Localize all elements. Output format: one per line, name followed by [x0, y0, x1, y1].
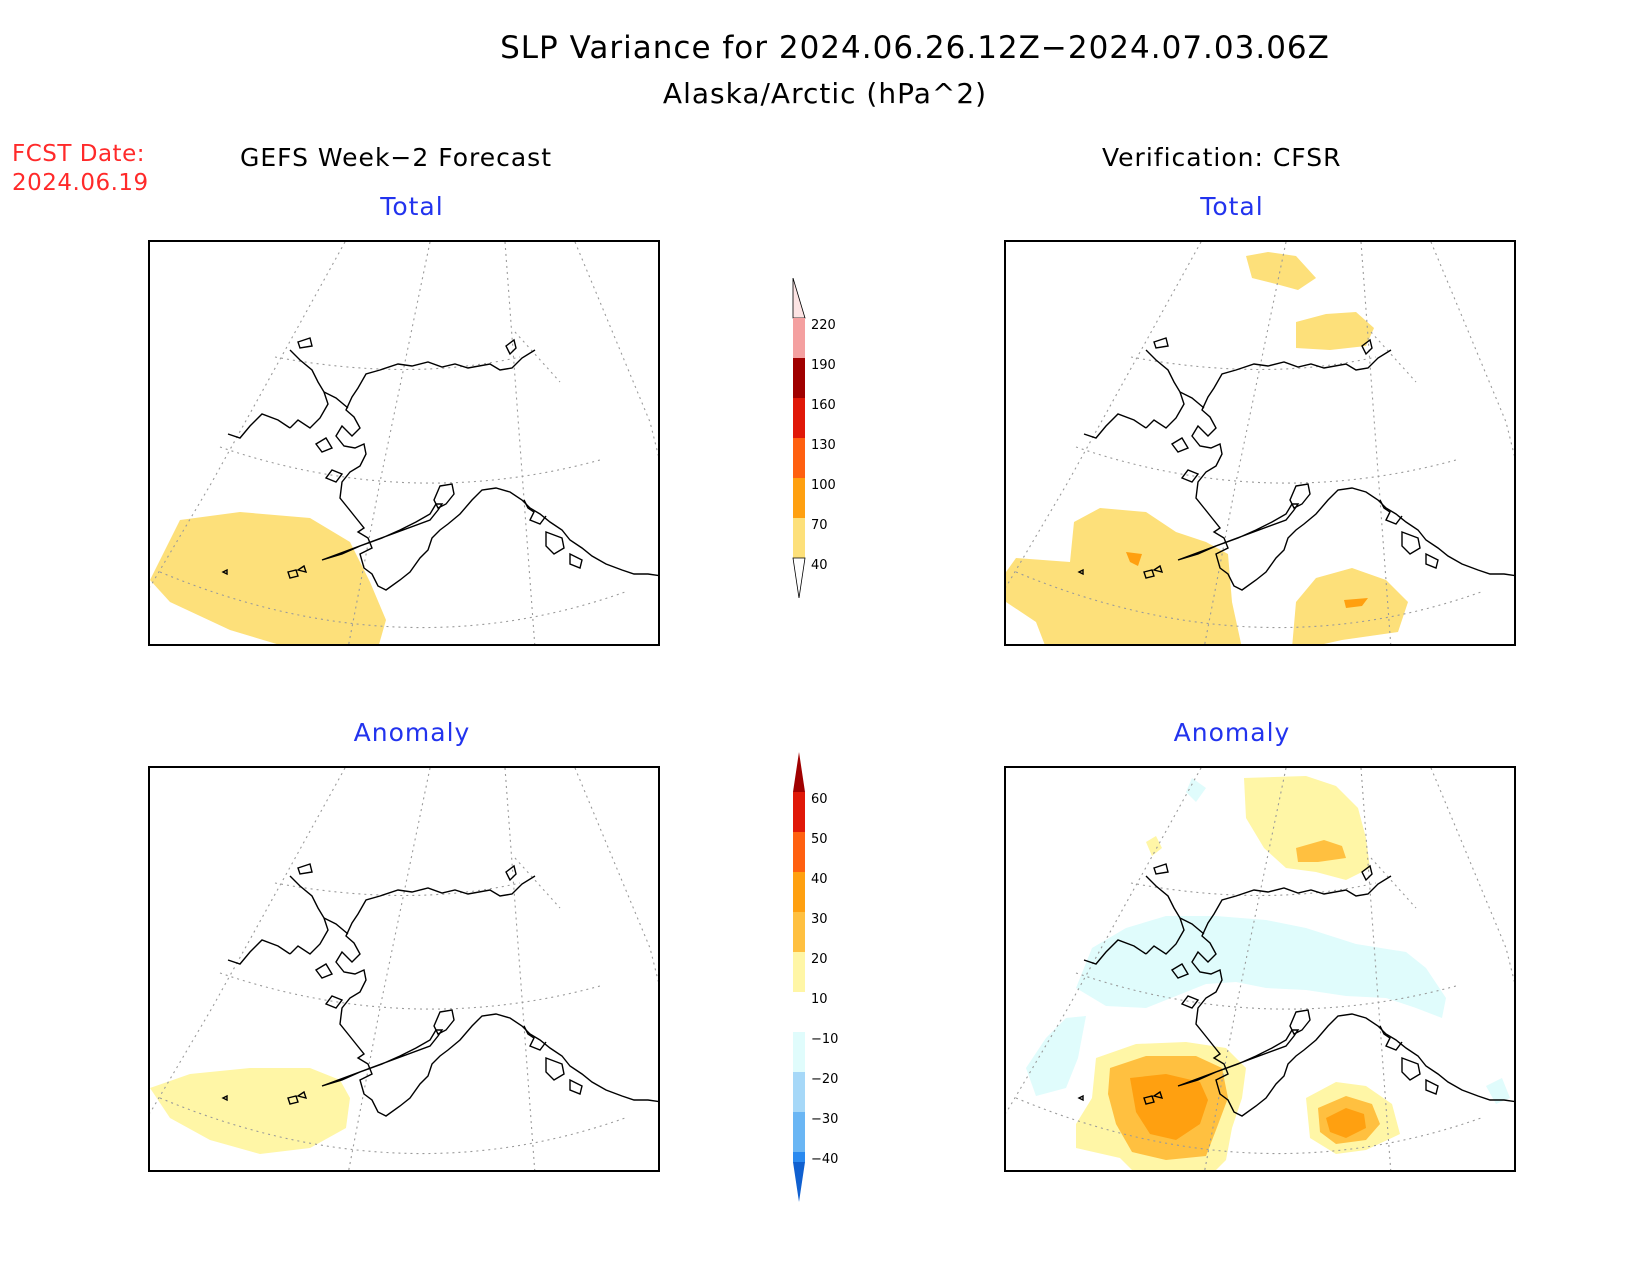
forecast-date-label: FCST Date:: [12, 141, 145, 167]
total-colorbar-swatches: [792, 277, 806, 599]
total-colorbar-label: 70: [811, 518, 828, 533]
forecast-anomaly-title: Anomaly: [353, 718, 471, 747]
anomaly-colorbar-label: −10: [811, 1032, 839, 1047]
forecast-date: FCST Date: 2024.06.19: [12, 140, 149, 198]
verification-anomaly-negative-region: [1026, 1016, 1086, 1096]
verification-anomaly-positive-region: [1244, 776, 1370, 880]
main-title: SLP Variance for 2024.06.26.12Z−2024.07.…: [500, 30, 1330, 66]
main-subtitle: Alaska/Arctic (hPa^2): [662, 77, 988, 110]
anomaly-colorbar-label: 20: [811, 952, 828, 967]
total-colorbar-label: 40: [811, 558, 828, 573]
total-colorbar-label: 100: [811, 478, 836, 493]
verification-total-variance-peak: [1344, 598, 1368, 608]
verification-column-heading: Verification: CFSR: [1102, 143, 1342, 172]
verification-anomaly-title: Anomaly: [1173, 718, 1291, 747]
forecast-total-map: [148, 240, 660, 646]
anomaly-colorbar-label: −30: [811, 1112, 839, 1127]
anomaly-colorbar-label: 30: [811, 912, 828, 927]
anomaly-colorbar-label: 60: [811, 792, 828, 807]
forecast-total-title: Total: [380, 192, 444, 221]
verification-anomaly-moderate-region: [1296, 840, 1346, 862]
anomaly-colorbar-swatches: [793, 752, 805, 1202]
verification-anomaly-negative-region: [1186, 778, 1206, 802]
verification-total-variance-region: [1246, 252, 1316, 290]
total-colorbar-label: 190: [811, 358, 836, 373]
verification-anomaly-positive-region: [1146, 836, 1162, 856]
forecast-anomaly-region: [150, 1068, 350, 1154]
forecast-total-variance-region: [150, 512, 386, 644]
anomaly-colorbar: 60 50 40 30 20 10 −10 −20 −30 −40: [785, 752, 838, 1206]
forecast-column-heading: GEFS Week−2 Forecast: [240, 143, 553, 172]
verification-total-map: [1004, 240, 1516, 646]
verification-anomaly-negative-region: [1076, 916, 1446, 1018]
total-colorbar-label: 160: [811, 398, 836, 413]
verification-anomaly-peak-region: [1130, 1074, 1208, 1140]
verification-total-variance-region: [1296, 312, 1374, 350]
anomaly-colorbar-label: −40: [811, 1152, 839, 1167]
forecast-date-value: 2024.06.19: [12, 170, 149, 196]
verification-total-title: Total: [1200, 192, 1264, 221]
verification-total-variance-peak: [1126, 552, 1142, 566]
forecast-anomaly-map: [148, 766, 660, 1172]
anomaly-colorbar-label: 40: [811, 872, 828, 887]
total-colorbar: 220 190 160 130 100 70 40: [785, 277, 836, 602]
verification-anomaly-negative-region: [1486, 1078, 1510, 1104]
verification-anomaly-peak-region: [1326, 1108, 1366, 1138]
anomaly-colorbar-label: −20: [811, 1072, 839, 1087]
total-colorbar-label: 130: [811, 438, 836, 453]
total-colorbar-label: 220: [811, 318, 836, 333]
verification-anomaly-map: [1004, 766, 1516, 1172]
anomaly-colorbar-label: 10: [811, 992, 828, 1007]
anomaly-colorbar-label: 50: [811, 832, 828, 847]
verification-total-variance-region: [1006, 508, 1242, 644]
